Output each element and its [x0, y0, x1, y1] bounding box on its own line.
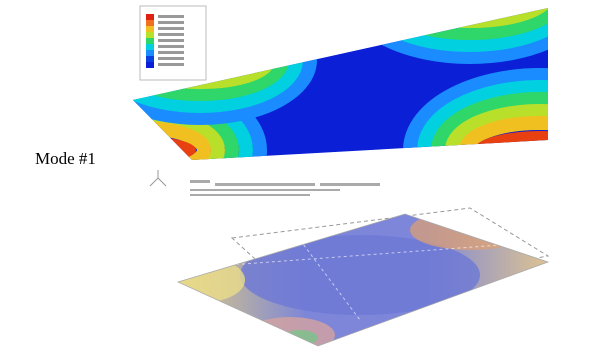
- page: {"label": "Mode #1"}: [0, 0, 598, 361]
- legend: [140, 6, 206, 80]
- mode-label: Mode #1: [35, 149, 96, 168]
- deformed-plate: [165, 205, 560, 355]
- contour-plate: [20, 0, 598, 225]
- info-block: [150, 170, 380, 196]
- figure: Mode #1: [0, 0, 598, 361]
